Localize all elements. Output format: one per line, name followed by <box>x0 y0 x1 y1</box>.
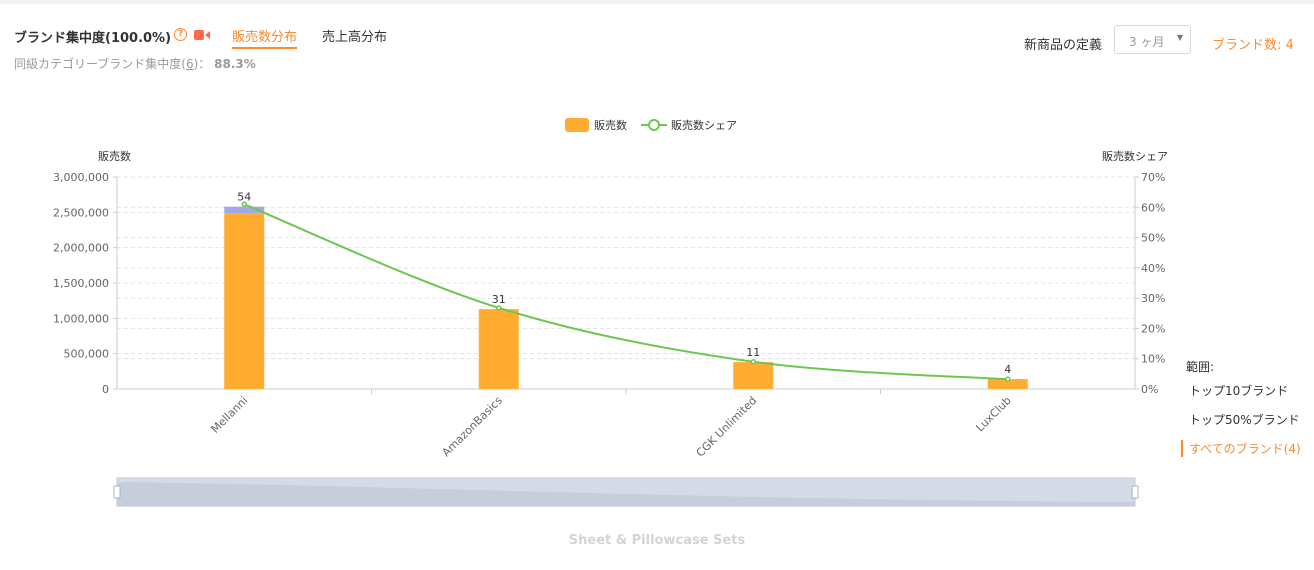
y-tick-label: 500,000 <box>64 348 110 361</box>
zoom-slider-preview <box>117 482 1135 506</box>
page-title: ブランド集中度(100.0%) <box>14 31 172 46</box>
y2-tick-label: 10% <box>1141 353 1165 366</box>
top-border <box>0 0 1314 4</box>
bar <box>224 213 265 389</box>
share-point <box>241 201 247 208</box>
bar-top-segment <box>224 206 265 214</box>
y-tick-label: 3,000,000 <box>53 171 109 184</box>
chevron-down-icon: ▼ <box>1176 33 1183 42</box>
legend-line-label: 販売数シェア <box>671 119 737 132</box>
y2-axis-title: 販売数シェア <box>1102 150 1168 163</box>
tab-sales-volume-distribution[interactable]: 販売数分布 <box>232 26 298 49</box>
share-line <box>243 203 1008 381</box>
y-tick-label: 1,500,000 <box>53 277 109 290</box>
zoom-handle-left[interactable] <box>113 485 121 499</box>
range-option-top10[interactable]: トップ10ブランド <box>1189 384 1289 398</box>
subtitle-mid: )： <box>193 57 211 71</box>
y-tick-label: 2,000,000 <box>53 242 109 255</box>
bar-data-label: 54 <box>237 191 251 204</box>
tab-revenue-distribution[interactable]: 売上高分布 <box>322 30 388 45</box>
question-circle-icon[interactable]: ? <box>174 28 187 41</box>
x-tick-label: LuxClub <box>973 394 1013 434</box>
range-option-all[interactable]: すべてのブランド(4) <box>1181 440 1301 457</box>
legend-line-marker <box>648 119 660 131</box>
video-camera-icon[interactable] <box>194 30 210 40</box>
y2-tick-label: 40% <box>1141 262 1165 275</box>
y-tick-label: 2,500,000 <box>53 206 109 219</box>
range-title: 範囲: <box>1186 360 1215 374</box>
legend-bar-swatch <box>565 118 589 132</box>
y2-tick-label: 30% <box>1141 292 1165 305</box>
bar-data-label: 4 <box>1004 363 1011 376</box>
bar <box>987 379 1028 389</box>
share-point <box>1005 376 1011 383</box>
new-product-definition-label: 新商品の定義 <box>1024 38 1103 53</box>
brand-count: ブランド数: 4 <box>1212 38 1294 53</box>
category-concentration-text: 同級カテゴリーブランド集中度(6)： 88.3% <box>14 55 256 72</box>
y-tick-label: 0 <box>102 383 109 396</box>
y2-tick-label: 50% <box>1141 232 1165 245</box>
bar <box>478 309 519 389</box>
share-point <box>750 358 756 365</box>
y2-tick-label: 20% <box>1141 322 1165 335</box>
bar-data-label: 31 <box>492 293 506 306</box>
period-select-value: 3 ヶ月 <box>1129 35 1165 49</box>
bar-data-label: 11 <box>746 346 760 359</box>
category-concentration-value: 88.3% <box>214 57 256 71</box>
y-tick-label: 1,000,000 <box>53 312 109 325</box>
bar <box>733 362 774 389</box>
share-point <box>496 305 502 311</box>
subtitle-prefix: 同級カテゴリーブランド集中度( <box>14 57 186 71</box>
y2-tick-label: 0% <box>1141 383 1158 396</box>
y2-tick-label: 60% <box>1141 201 1165 214</box>
category-footer-label: Sheet & Pillowcase Sets <box>568 533 746 548</box>
period-select[interactable]: 3 ヶ月 ▼ <box>1114 25 1191 54</box>
legend-bar-label: 販売数 <box>594 119 627 132</box>
x-tick-label: CGK Unlimited <box>694 394 760 460</box>
category-brand-count-link[interactable]: 6 <box>185 57 194 71</box>
y2-tick-label: 70% <box>1141 171 1165 184</box>
range-option-top50[interactable]: トップ50%ブランド <box>1189 413 1300 427</box>
x-tick-label: Mellanni <box>209 394 251 436</box>
x-tick-label: AmazonBasics <box>440 394 505 459</box>
y-axis-title: 販売数 <box>98 150 131 163</box>
zoom-handle-right[interactable] <box>1131 485 1139 499</box>
